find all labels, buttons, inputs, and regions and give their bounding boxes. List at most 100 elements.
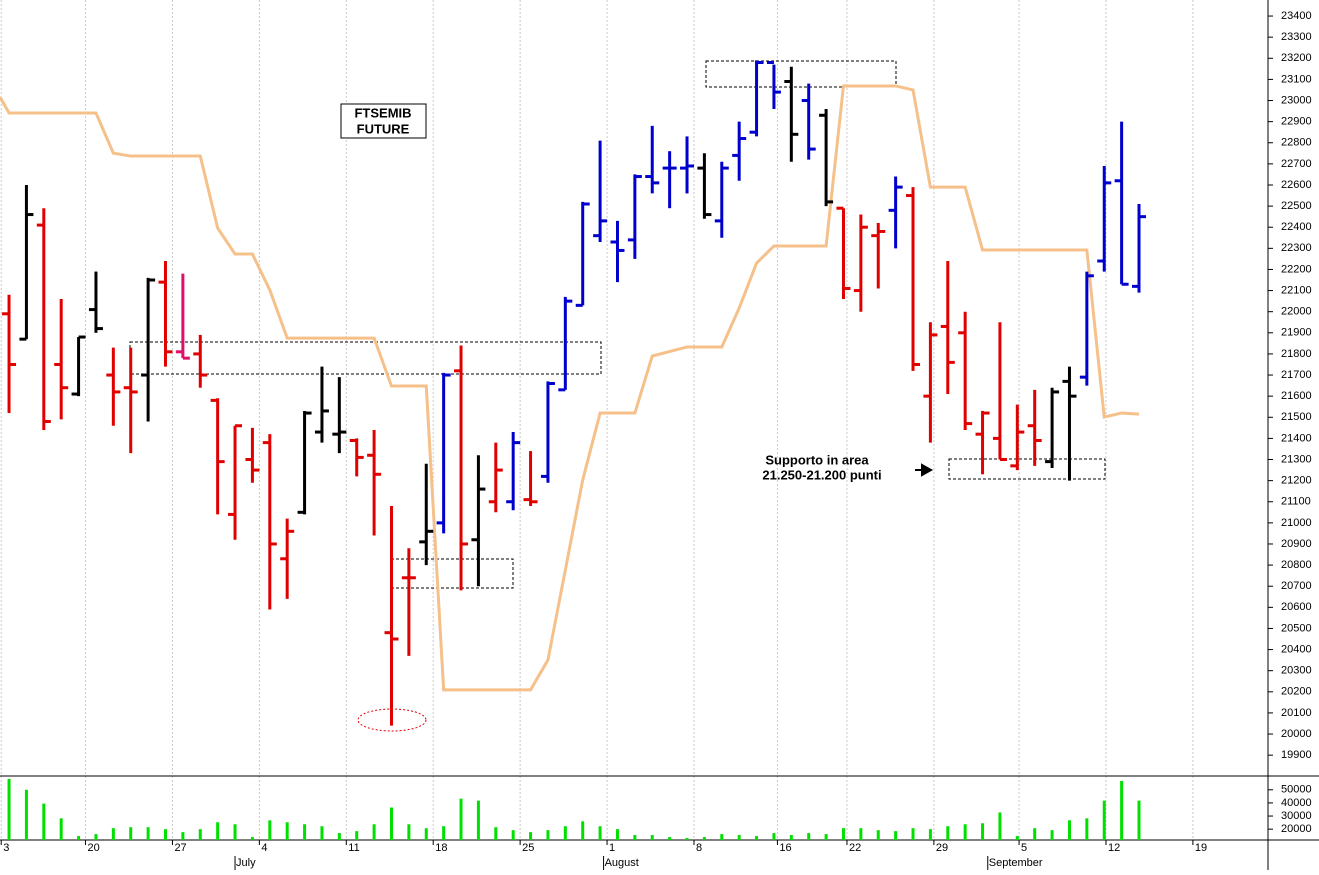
volume-bar [407, 824, 411, 840]
volume-bar [563, 826, 567, 840]
volume-bar [94, 834, 98, 840]
volume-bar [337, 833, 341, 840]
volume-bar [685, 838, 689, 840]
volume-bar [668, 837, 672, 840]
volume-bar [615, 829, 619, 840]
volume-bar [737, 835, 741, 840]
volume-bar [702, 837, 706, 840]
y-tick-label: 23400 [1281, 10, 1312, 22]
month-label: July [236, 857, 256, 869]
volume-bar [129, 827, 133, 840]
y-tick-label: 20400 [1281, 643, 1312, 655]
volume-bar [424, 828, 428, 840]
x-tick-label: 22 [849, 842, 861, 854]
x-tick-label: 4 [261, 842, 267, 854]
volume-bar [442, 826, 446, 840]
x-tick-label: 16 [779, 842, 791, 854]
y-tick-label: 22700 [1281, 158, 1312, 170]
y-tick-label: 22800 [1281, 137, 1312, 149]
volume-bar [963, 824, 967, 840]
title-box [340, 103, 427, 139]
y-tick-label: 21300 [1281, 453, 1312, 465]
volume-bar [1120, 780, 1124, 840]
y-tick-label: 22400 [1281, 221, 1312, 233]
volume-tick-label: 50000 [1281, 784, 1312, 796]
y-tick-label: 20300 [1281, 665, 1312, 677]
volume-bar [389, 807, 393, 840]
volume-bar [1137, 800, 1141, 840]
y-tick-label: 21400 [1281, 432, 1312, 444]
band-line [0, 84, 1140, 692]
volume-bar [998, 812, 1002, 840]
volume-bar [250, 837, 254, 840]
volume-bar [1050, 830, 1054, 840]
volume-bar [511, 830, 515, 840]
x-tick-label: 11 [348, 842, 359, 854]
volume-bar [928, 829, 932, 840]
volume-bar [1033, 828, 1037, 840]
volume-bar [876, 830, 880, 840]
y-tick-label: 20500 [1281, 622, 1312, 634]
x-tick-label: 12 [1108, 842, 1120, 854]
volume-tick-label: 30000 [1281, 810, 1312, 822]
volume-bar [233, 824, 237, 840]
x-tick-label: 5 [1021, 842, 1027, 854]
y-tick-label: 21200 [1281, 475, 1312, 487]
chart-title: FUTURE [357, 121, 410, 136]
x-tick-label: 18 [435, 842, 447, 854]
volume-bar [633, 835, 637, 840]
volume-bar [303, 824, 307, 840]
y-tick-label: 22200 [1281, 263, 1312, 275]
x-tick-label: 25 [522, 842, 534, 854]
annotation: 21.250-21.200 punti [762, 467, 881, 482]
volume-bar [216, 822, 220, 840]
volume-bar [163, 829, 167, 840]
arrow [915, 463, 934, 477]
annotation-boxes [129, 60, 1106, 589]
volume-bar [77, 836, 81, 840]
volume-bar [1015, 836, 1019, 840]
volume-bar [755, 836, 759, 840]
volume-bar [807, 833, 811, 840]
x-tick-label: 1 [609, 842, 615, 854]
volume-bar [946, 826, 950, 840]
volume-bar [894, 831, 898, 840]
volume-bar [911, 828, 915, 840]
y-tick-label: 22000 [1281, 306, 1312, 318]
x-tick-label: 27 [174, 842, 186, 854]
y-tick-label: 21600 [1281, 390, 1312, 402]
volume-tick-label: 40000 [1281, 797, 1312, 809]
volume-bar [546, 830, 550, 840]
volume-bar [772, 833, 776, 840]
chart-title: FTSEMIB [354, 105, 411, 120]
volume-tick-label: 20000 [1281, 823, 1312, 835]
range-box [948, 458, 1106, 480]
y-tick-label: 23000 [1281, 94, 1312, 106]
volume-bar [372, 824, 376, 840]
volume-bar [1085, 818, 1089, 840]
month-label: August [605, 857, 639, 869]
volume-bar [181, 832, 185, 840]
y-tick-label: 21000 [1281, 517, 1312, 529]
y-tick-label: 20700 [1281, 580, 1312, 592]
y-tick-label: 20900 [1281, 538, 1312, 550]
y-tick-label: 20800 [1281, 559, 1312, 571]
volume-bar [320, 826, 324, 840]
volume-bar [650, 835, 654, 840]
y-tick-label: 20200 [1281, 686, 1312, 698]
y-tick-label: 23300 [1281, 31, 1312, 43]
y-tick-label: 20000 [1281, 728, 1312, 740]
y-tick-label: 21500 [1281, 411, 1312, 423]
x-tick-label: 20 [88, 842, 100, 854]
volume-bar [720, 834, 724, 840]
y-tick-label: 21800 [1281, 348, 1312, 360]
annotation: Supporto in area [765, 452, 869, 467]
y-tick-label: 22100 [1281, 284, 1312, 296]
x-tick-label: 8 [696, 842, 702, 854]
y-tick-label: 22600 [1281, 179, 1312, 191]
y-tick-label: 20600 [1281, 601, 1312, 613]
volume-bar [146, 827, 150, 840]
volume-bar [285, 822, 289, 840]
volume-bar [598, 826, 602, 840]
